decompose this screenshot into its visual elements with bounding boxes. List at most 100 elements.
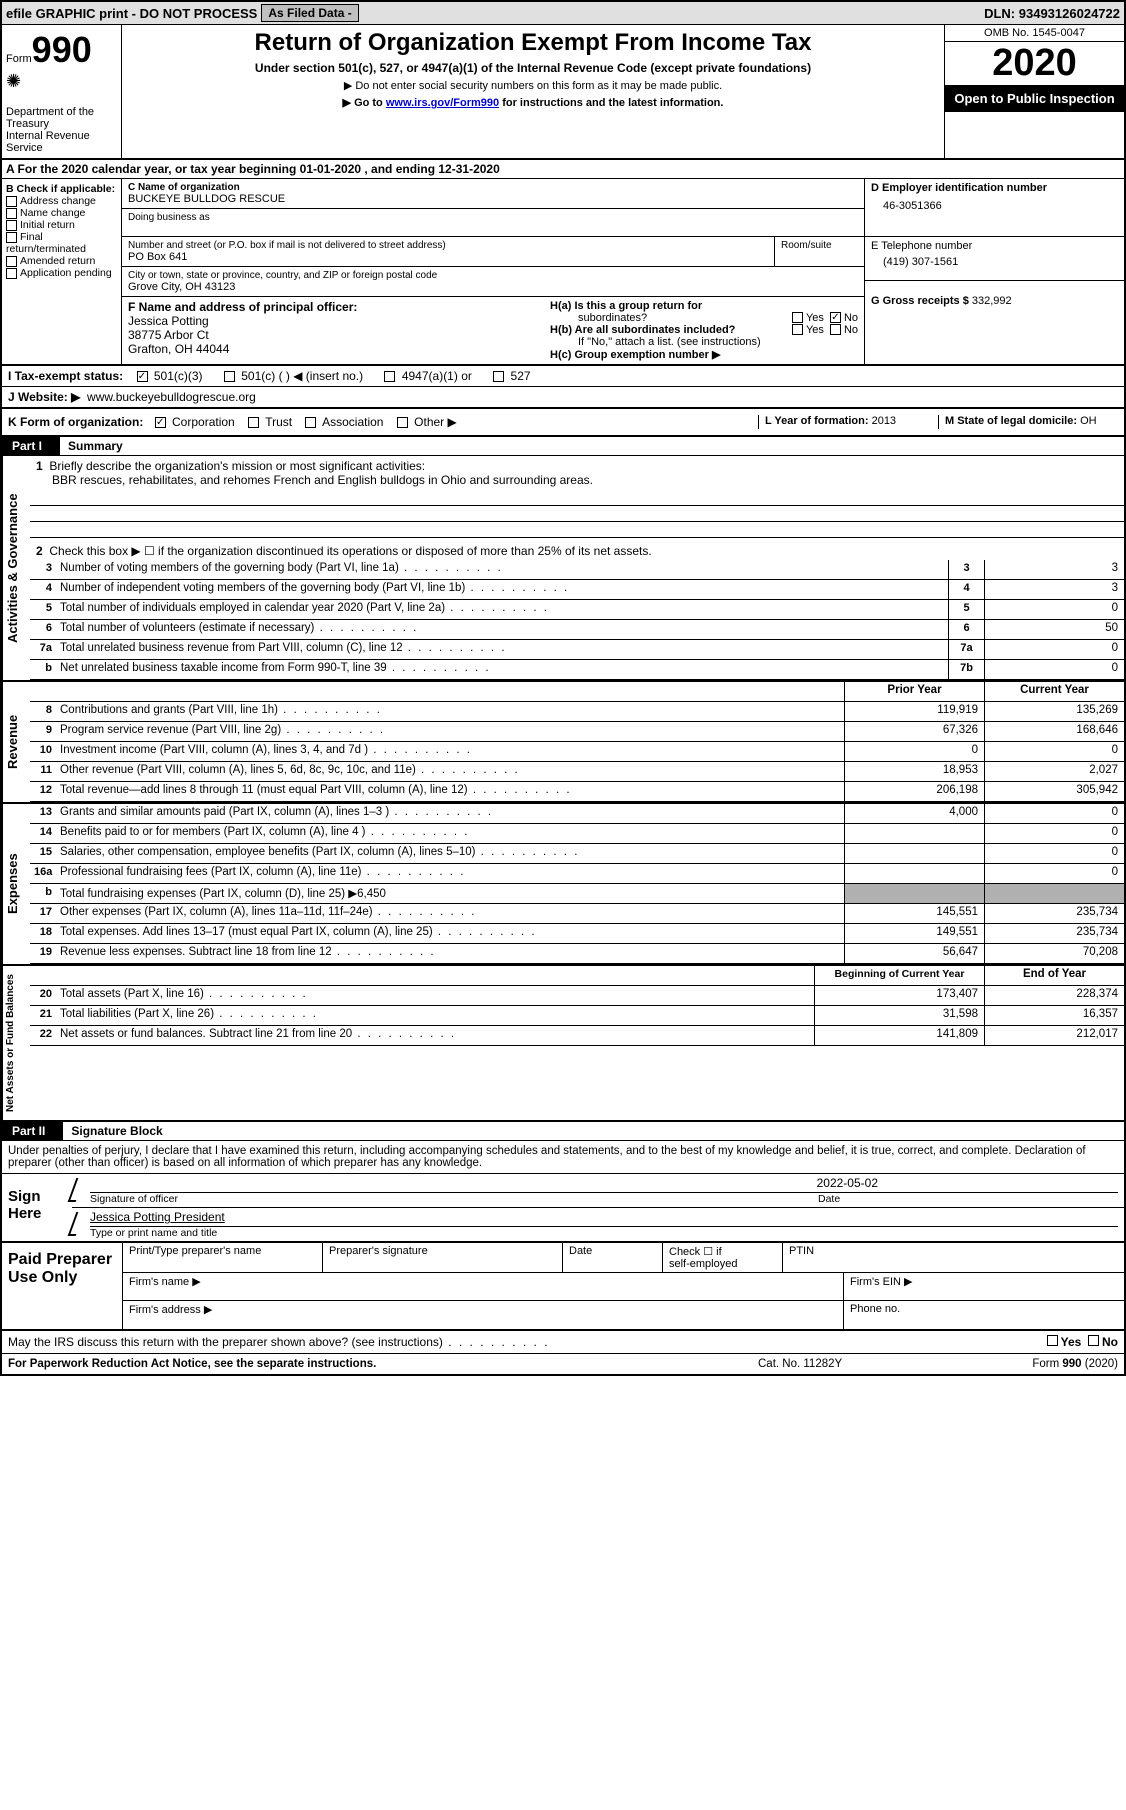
d-label: D Employer identification number (871, 182, 1118, 194)
hb-no-lbl: No (844, 324, 858, 336)
k-label: K Form of organization: (8, 415, 143, 429)
dln-value: 93493126024722 (1019, 6, 1120, 21)
asfiled-btn[interactable]: As Filed Data - (261, 4, 358, 22)
footer-right: Form 990 (2020) (958, 1358, 1118, 1370)
blank-line-2 (30, 506, 1124, 522)
row-i: I Tax-exempt status: 501(c)(3) 501(c) ( … (2, 366, 1124, 387)
gross-cell: G Gross receipts $ 332,992 (865, 281, 1124, 310)
preparer-area: Paid Preparer Use Only Print/Type prepar… (2, 1243, 1124, 1331)
hb-yes[interactable] (792, 324, 803, 335)
ha-no-lbl: No (844, 312, 858, 324)
form-label: Form (6, 53, 32, 65)
main-title: Return of Organization Exempt From Incom… (130, 29, 936, 57)
chk-other[interactable] (397, 417, 408, 428)
dln: DLN: 93493126024722 (984, 6, 1120, 21)
chk-trust[interactable] (248, 417, 259, 428)
chk-initial[interactable]: Initial return (6, 219, 117, 231)
subtitle-2: ▶ Do not enter social security numbers o… (130, 79, 936, 92)
opt-assoc: Association (322, 415, 383, 429)
ein-cell: D Employer identification number 46-3051… (865, 179, 1124, 237)
discuss-no-lbl: No (1102, 1335, 1118, 1349)
ein: 46-3051366 (871, 194, 1118, 212)
chk-final-label: Final return/terminated (6, 231, 86, 255)
prep-name-hdr: Print/Type preparer's name (123, 1243, 323, 1272)
sig-label: Signature of officer (90, 1193, 818, 1205)
hb-label: H(b) Are all subordinates included? (550, 324, 735, 336)
net-line-21: 21 Total liabilities (Part X, line 26) 3… (30, 1006, 1124, 1026)
chk-501c[interactable] (224, 371, 235, 382)
exp-line-17: 17 Other expenses (Part IX, column (A), … (30, 904, 1124, 924)
chk-corp[interactable] (155, 417, 166, 428)
perjury-text: Under penalties of perjury, I declare th… (2, 1141, 1124, 1174)
chk-4947[interactable] (384, 371, 395, 382)
hb-note: If "No," attach a list. (see instruction… (550, 336, 858, 348)
vlabel-net: Net Assets or Fund Balances (2, 966, 30, 1120)
rev-line-11: 11 Other revenue (Part VIII, column (A),… (30, 762, 1124, 782)
org-name-cell: C Name of organization BUCKEYE BULLDOG R… (122, 179, 864, 209)
chk-pending[interactable]: Application pending (6, 267, 117, 279)
l-label: L Year of formation: (765, 415, 869, 427)
ha-yes[interactable] (792, 312, 803, 323)
chk-amended[interactable]: Amended return (6, 255, 117, 267)
chk-amend-label: Amended return (20, 255, 95, 267)
opt-501c3: 501(c)(3) (154, 369, 203, 383)
chk-final[interactable]: Final return/terminated (6, 231, 117, 255)
officer-sig-name: Jessica Potting President (90, 1210, 1118, 1226)
hc-label: H(c) Group exemption number ▶ (550, 349, 720, 361)
chk-assoc[interactable] (305, 417, 316, 428)
chk-name[interactable]: Name change (6, 207, 117, 219)
firm-ein-lbl: Firm's EIN ▶ (844, 1273, 1124, 1300)
col-d: D Employer identification number 46-3051… (864, 179, 1124, 364)
dept: Department of the Treasury (6, 106, 117, 130)
chk-init-label: Initial return (20, 219, 75, 231)
chk-501c3[interactable] (137, 371, 148, 382)
vlabel-revenue: Revenue (2, 682, 30, 802)
part1-tab: Part I (2, 437, 60, 455)
m-label: M State of legal domicile: (945, 415, 1077, 427)
current-year-hdr: Current Year (984, 682, 1124, 701)
blank-line-1 (30, 490, 1124, 506)
q2-row: 2 Check this box ▶ ☐ if the organization… (30, 538, 1124, 560)
discuss-text: May the IRS discuss this return with the… (8, 1335, 1047, 1349)
opt-other: Other ▶ (414, 415, 457, 429)
line-7a: 7a Total unrelated business revenue from… (30, 640, 1124, 660)
chk-address[interactable]: Address change (6, 195, 117, 207)
irs: Internal Revenue Service (6, 130, 117, 154)
dba-cell: Doing business as (122, 209, 864, 237)
g-label: G Gross receipts $ (871, 295, 969, 307)
header-left: Form990 ✺ Department of the Treasury Int… (2, 25, 122, 158)
opt-501c: 501(c) ( ) ◀ (insert no.) (241, 369, 363, 383)
hb-no[interactable] (830, 324, 841, 335)
sub3-post: for instructions and the latest informat… (499, 97, 723, 109)
opt-4947: 4947(a)(1) or (402, 369, 472, 383)
prep-date-hdr: Date (563, 1243, 663, 1272)
addr: PO Box 641 (128, 251, 768, 263)
officer-addr2: Grafton, OH 44044 (128, 342, 538, 356)
part2-tab: Part II (2, 1122, 63, 1140)
discuss-yes[interactable] (1047, 1335, 1058, 1346)
q2: Check this box ▶ ☐ if the organization d… (49, 544, 651, 558)
year-header-row: Prior Year Current Year (30, 682, 1124, 702)
discuss-no[interactable] (1088, 1335, 1099, 1346)
prior-year-hdr: Prior Year (844, 682, 984, 701)
ha-no[interactable] (830, 312, 841, 323)
chk-name-label: Name change (20, 207, 85, 219)
irs-link[interactable]: www.irs.gov/Form990 (386, 97, 499, 109)
row-j: J Website: ▶ www.buckeyebulldogrescue.or… (2, 387, 1124, 409)
sign-area: Sign Here 2022-05-02 Signature of office… (2, 1174, 1124, 1243)
prep-row-2: Firm's name ▶ Firm's EIN ▶ (123, 1273, 1124, 1301)
prep-sig-hdr: Preparer's signature (323, 1243, 563, 1272)
chk-527[interactable] (493, 371, 504, 382)
prep-self-hdr: Check ☐ if self-employed (663, 1243, 783, 1272)
activities-section: Activities & Governance 1 Briefly descri… (2, 456, 1124, 682)
net-line-22: 22 Net assets or fund balances. Subtract… (30, 1026, 1124, 1046)
website: www.buckeyebulldogrescue.org (87, 390, 256, 404)
exp-line-15: 15 Salaries, other compensation, employe… (30, 844, 1124, 864)
sub3-pre: ▶ Go to (343, 97, 386, 109)
begin-year-hdr: Beginning of Current Year (814, 966, 984, 985)
rev-line-9: 9 Program service revenue (Part VIII, li… (30, 722, 1124, 742)
discuss-yes-lbl: Yes (1061, 1335, 1082, 1349)
room-label: Room/suite (774, 237, 864, 266)
prep-phone-lbl: Phone no. (844, 1301, 1124, 1329)
sig-row-2: Jessica Potting President Type or print … (72, 1208, 1124, 1241)
